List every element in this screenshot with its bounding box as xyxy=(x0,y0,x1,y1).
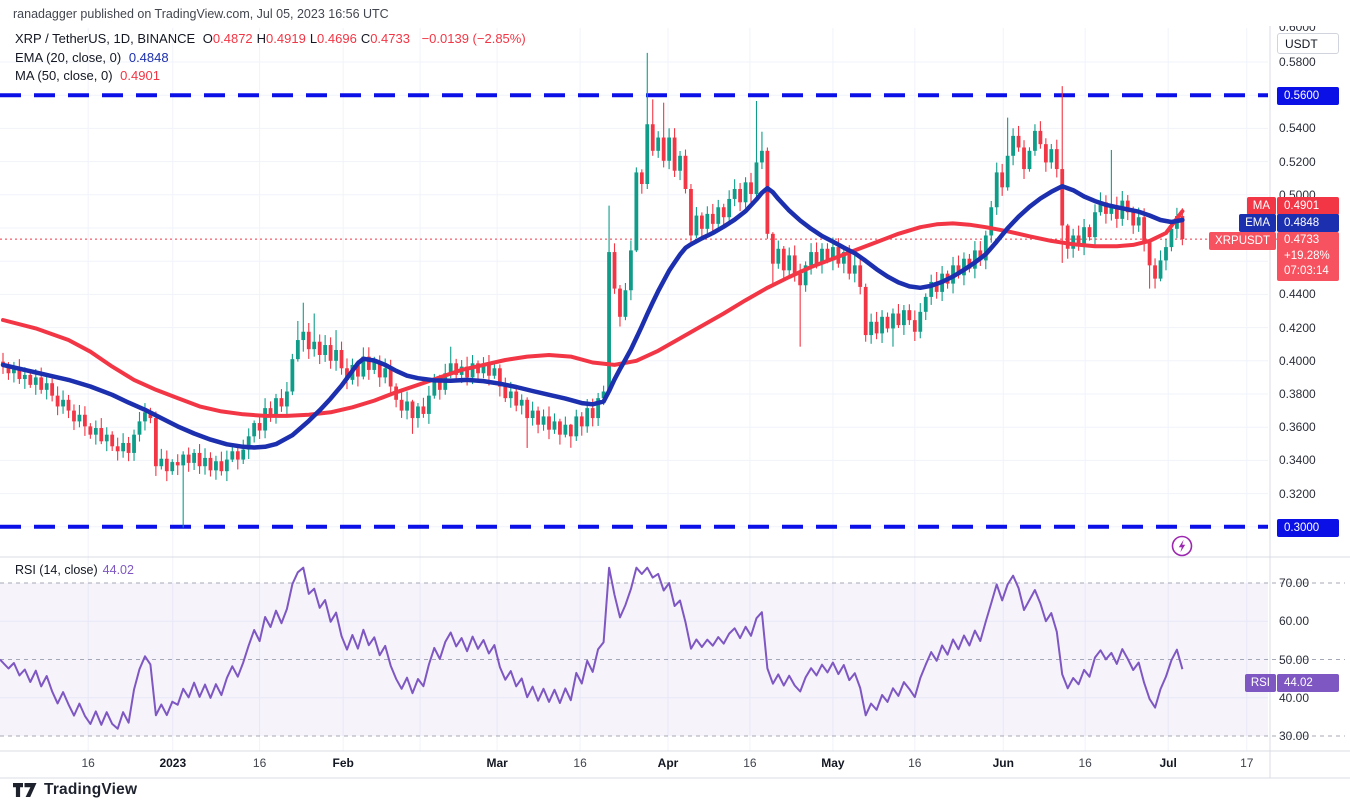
last-change: +19.28% xyxy=(1284,249,1330,262)
price-tick-label: 0.3400 xyxy=(1279,453,1316,468)
time-tick-label: Jul xyxy=(1159,756,1177,770)
ma-tag: MA xyxy=(1246,197,1276,215)
symbol-row[interactable]: XRP / TetherUS, 1D, BINANCE O0.4872 H0.49… xyxy=(15,30,530,49)
resistance-price-badge: 0.5600 xyxy=(1277,87,1339,105)
rsi-tick-label: 50.00 xyxy=(1279,652,1310,667)
ma-legend-row[interactable]: MA (50, close, 0) 0.4901 xyxy=(15,67,530,86)
price-tick-label: 0.3600 xyxy=(1279,420,1316,435)
time-tick-label: 2023 xyxy=(159,756,187,770)
price-tick-label: 0.5200 xyxy=(1279,154,1316,169)
rsi-label: RSI (14, close) xyxy=(15,563,98,577)
currency-toggle[interactable]: USDT xyxy=(1277,33,1339,54)
rsi-value-badge: 44.02 xyxy=(1277,674,1339,692)
rsi-tag: RSI xyxy=(1244,674,1276,692)
rsi-tick-label: 40.00 xyxy=(1279,690,1310,705)
main-legend: XRP / TetherUS, 1D, BINANCE O0.4872 H0.49… xyxy=(15,30,530,86)
ohlc-value: 0.4733 xyxy=(370,31,410,46)
time-tick-label: Jun xyxy=(992,756,1014,770)
tradingview-logo[interactable]: TradingView xyxy=(13,781,137,799)
rsi-tick-label: 70.00 xyxy=(1279,576,1310,590)
time-tick-label: Apr xyxy=(657,756,679,770)
ohlc-key: O xyxy=(202,31,213,46)
ema-label: EMA (20, close, 0) xyxy=(15,49,122,65)
price-tick-label: 0.5800 xyxy=(1279,55,1316,69)
attribution-bar xyxy=(0,0,1350,26)
rsi-band xyxy=(0,582,1345,737)
time-tick-label: 16 xyxy=(81,756,95,770)
rsi-tick-label: 60.00 xyxy=(1279,614,1310,629)
grid-lines xyxy=(0,28,1268,751)
time-tick-label: 16 xyxy=(743,756,757,770)
price-tick-label: 0.5400 xyxy=(1279,121,1316,136)
ma50-line xyxy=(1,209,1185,418)
ema-legend-row[interactable]: EMA (20, close, 0) 0.4848 xyxy=(15,49,530,68)
rsi-line xyxy=(0,566,1184,730)
support-price-badge: 0.3000 xyxy=(1277,519,1339,537)
ma-value: 0.4901 xyxy=(120,68,160,83)
last-price: 0.4733 xyxy=(1284,234,1320,246)
time-tick-label: Mar xyxy=(486,756,508,770)
price-tick-label: 0.4200 xyxy=(1279,320,1316,335)
ma-price-badge: 0.4901 xyxy=(1277,197,1339,215)
ema-price-badge: 0.4848 xyxy=(1277,214,1339,232)
ema-value: 0.4848 xyxy=(128,49,169,65)
symbol-tag: XRPUSDT xyxy=(1209,232,1276,250)
time-tick-label: 16 xyxy=(1078,756,1092,770)
rsi-legend[interactable]: RSI (14, close) 44.02 xyxy=(15,563,134,577)
ohlc-key: H xyxy=(256,31,267,46)
bar-countdown: 07:03:14 xyxy=(1284,265,1329,277)
price-tick-label: 0.4400 xyxy=(1279,287,1316,302)
ohlc-key: L xyxy=(309,31,318,46)
pane-separators xyxy=(0,0,1350,779)
ema-tag: EMA xyxy=(1239,214,1276,232)
candles-series xyxy=(1,52,1185,528)
time-tick-label: 16 xyxy=(252,756,267,770)
price-tick-label: 0.4000 xyxy=(1279,353,1316,368)
ohlc-values: O0.4872 H0.4919 L0.4696 C0.4733 xyxy=(203,31,414,46)
tradingview-glyph xyxy=(13,782,37,797)
support-resistance-lines[interactable] xyxy=(0,93,1268,529)
time-tick-label: 17 xyxy=(1240,756,1254,770)
ma-label: MA (50, close, 0) xyxy=(15,68,113,83)
tradingview-wordmark: TradingView xyxy=(44,781,138,798)
ohlc-key: C xyxy=(360,31,371,46)
time-tick-label: May xyxy=(821,756,845,770)
attribution-text: ranadagger published on TradingView.com,… xyxy=(13,7,389,21)
lightning-icon[interactable] xyxy=(1169,533,1195,559)
time-tick-label: 16 xyxy=(908,756,922,770)
last-price-badge: 0.4733 +19.28% 07:03:14 xyxy=(1277,232,1339,281)
ohlc-value: 0.4872 xyxy=(212,31,253,46)
price-tick-label: 0.3200 xyxy=(1279,486,1316,501)
rsi-tick-label: 30.00 xyxy=(1279,729,1310,743)
ema20-line xyxy=(0,183,1185,450)
change-value: −0.0139 (−2.85%) xyxy=(421,31,526,46)
time-tick-label: Feb xyxy=(332,756,354,770)
price-tick-label: 0.3800 xyxy=(1279,387,1316,401)
rsi-value: 44.02 xyxy=(102,563,134,577)
symbol-title: XRP / TetherUS, 1D, BINANCE xyxy=(15,31,196,46)
time-tick-label: 16 xyxy=(573,756,587,770)
ohlc-value: 0.4696 xyxy=(317,31,357,46)
ohlc-value: 0.4919 xyxy=(266,31,306,46)
